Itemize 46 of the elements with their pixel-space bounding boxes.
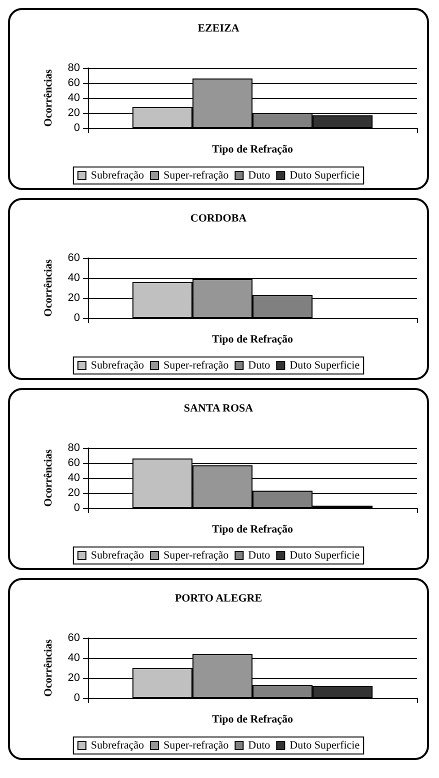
y-tick-label: 20 (68, 292, 80, 304)
y-tick-label: 40 (68, 92, 80, 104)
legend-label: Super-refração (164, 740, 230, 752)
y-axis-title: Ocorrências (42, 258, 54, 317)
y-tick-label: 60 (68, 77, 80, 89)
x-axis-title: Tipo de Refração (212, 144, 294, 156)
y-tick-label: 80 (68, 442, 80, 454)
legend-label: Duto Superficie (290, 740, 360, 752)
y-tick-label: 60 (68, 252, 80, 264)
y-tick-label: 60 (68, 632, 80, 644)
y-axis-title: Ocorrências (42, 638, 54, 697)
x-axis-title: Tipo de Refração (212, 524, 294, 536)
legend-label: Duto (248, 360, 271, 372)
legend-label: Subrefração (90, 550, 145, 562)
chart-title: EZEIZA (198, 22, 240, 34)
y-tick-label: 80 (68, 62, 80, 74)
legend-label: Duto (248, 740, 271, 752)
legend-label: Duto (248, 550, 271, 562)
y-tick-label: 40 (68, 652, 80, 664)
legend-label: Subrefração (90, 740, 145, 752)
chart-title: SANTA ROSA (184, 402, 254, 414)
legend-label: Subrefração (90, 170, 145, 182)
legend-label: Duto Superficie (290, 360, 360, 372)
legend-label: Duto Superficie (290, 550, 360, 562)
y-axis-title: Ocorrências (42, 68, 54, 127)
chart-title: PORTO ALEGRE (174, 592, 262, 604)
x-axis-title: Tipo de Refração (212, 334, 294, 346)
legend-label: Super-refração (164, 550, 230, 562)
legend-label: Duto (248, 170, 271, 182)
x-axis-title: Tipo de Refração (212, 714, 294, 726)
y-tick-label: 0 (74, 312, 80, 324)
y-tick-label: 20 (68, 107, 80, 119)
y-tick-label: 60 (68, 457, 80, 469)
legend-label: Duto Superficie (290, 170, 360, 182)
legend-label: Super-refração (164, 170, 230, 182)
y-tick-label: 0 (74, 692, 80, 704)
legend-label: Super-refração (164, 360, 230, 372)
y-tick-label: 20 (68, 672, 80, 684)
y-tick-label: 40 (68, 272, 80, 284)
y-tick-label: 0 (74, 122, 80, 134)
y-tick-label: 40 (68, 472, 80, 484)
chart-title: CORDOBA (190, 212, 247, 224)
y-tick-label: 0 (74, 502, 80, 514)
y-axis-title: Ocorrências (42, 448, 54, 507)
y-tick-label: 20 (68, 487, 80, 499)
legend-label: Subrefração (90, 360, 145, 372)
